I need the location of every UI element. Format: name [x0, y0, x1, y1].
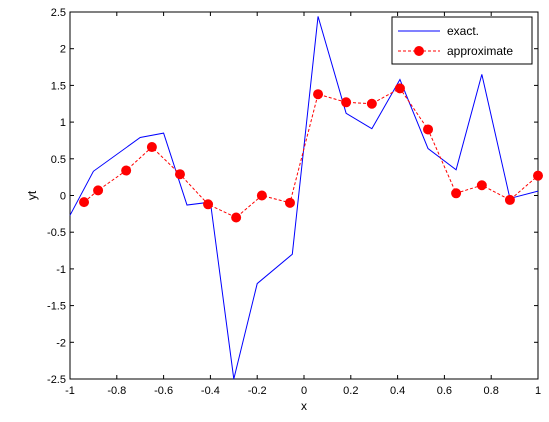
- x-tick-label: 0.8: [484, 385, 499, 397]
- data-point: [451, 188, 462, 199]
- x-tick-label: 0.4: [390, 385, 405, 397]
- series-line-approximate: [83, 87, 539, 219]
- y-tick-label: -0.5: [47, 227, 66, 239]
- y-tick-label: -2.5: [47, 374, 66, 386]
- y-axis-label: yt: [25, 190, 39, 200]
- x-tick-label: 0: [301, 385, 307, 397]
- x-tick-label: 0.6: [437, 385, 452, 397]
- y-tick-label: 1: [60, 117, 66, 129]
- x-tick-label: -0.8: [107, 385, 126, 397]
- data-point: [256, 190, 267, 201]
- legend-label: exact.: [447, 24, 479, 38]
- data-point: [366, 98, 377, 109]
- data-point: [313, 89, 324, 100]
- y-tick-label: 0.5: [51, 154, 66, 166]
- y-tick-label: -1.5: [47, 301, 66, 313]
- x-tick-label: -0.6: [154, 385, 173, 397]
- y-tick-label: 2: [60, 44, 66, 56]
- data-point: [203, 199, 214, 210]
- data-point: [93, 185, 104, 196]
- legend-box: [391, 16, 533, 65]
- data-point: [476, 180, 487, 191]
- y-tick-label: -1: [56, 264, 66, 276]
- data-point: [341, 97, 352, 108]
- x-axis-label: x: [301, 399, 307, 413]
- data-point: [284, 197, 295, 208]
- x-tick-label: 1: [535, 385, 541, 397]
- legend: exact. approximate: [391, 16, 533, 65]
- x-tick-label: -1: [65, 385, 75, 397]
- y-tick-label: 1.5: [51, 80, 66, 92]
- data-point: [533, 170, 543, 181]
- series-layer: [69, 16, 543, 380]
- y-tick-label: 2.5: [51, 7, 66, 19]
- x-tick-label: -0.2: [248, 385, 267, 397]
- plot-area: [69, 11, 539, 380]
- x-tick-label: 0.2: [343, 385, 358, 397]
- data-point: [79, 197, 90, 208]
- x-tick-label: -0.4: [201, 385, 220, 397]
- ticks: -1 -0.8 -0.6 -0.4 -0.2 0 0.2 0.4 0.6 0.8 1 -2.5 -2 -1…: [47, 7, 541, 397]
- data-point: [121, 165, 132, 176]
- data-point: [423, 124, 434, 135]
- data-point: [174, 169, 185, 180]
- legend-label: approximate: [447, 44, 513, 58]
- data-point: [146, 142, 157, 153]
- data-point: [504, 194, 515, 205]
- series-line-exact: [69, 16, 539, 380]
- data-point: [394, 83, 405, 94]
- legend-marker: [414, 46, 424, 56]
- y-tick-label: 0: [60, 191, 66, 203]
- y-tick-label: -2: [56, 337, 66, 349]
- data-point: [231, 212, 242, 223]
